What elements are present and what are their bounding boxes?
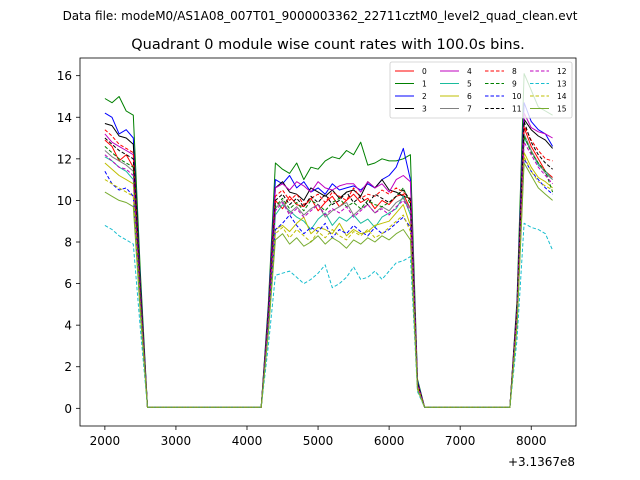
chart-title: Quadrant 0 module wise count rates with … [131,37,525,53]
legend-box [389,61,573,119]
y-tick-label: 4 [64,319,72,333]
x-tick-label: 5000 [303,434,334,448]
legend-label-8: 8 [512,67,517,76]
legend-label-4: 4 [467,67,472,76]
y-tick-label: 14 [57,111,72,125]
x-tick-label: 6000 [374,434,405,448]
x-tick-label: 7000 [445,434,476,448]
legend-label-5: 5 [467,80,472,89]
series-line-15 [104,162,553,408]
legend-label-11: 11 [512,105,522,114]
legend-label-10: 10 [512,92,522,101]
legend-label-7: 7 [467,105,472,114]
legend-label-0: 0 [422,67,427,76]
legend-label-9: 9 [512,80,517,89]
legend-label-1: 1 [422,80,427,89]
x-offset-label: +3.1367e8 [508,455,575,469]
y-axis: 0 2 4 6 8 10 12 14 16 [57,69,80,416]
series-line-13 [104,222,554,408]
y-tick-label: 2 [64,360,72,374]
legend-label-3: 3 [422,105,427,114]
legend-label-12: 12 [557,67,567,76]
y-tick-label: 0 [64,402,72,416]
x-tick-label: 3000 [161,434,192,448]
y-tick-label: 10 [57,194,72,208]
legend-label-2: 2 [422,92,427,101]
series-lines [104,73,554,408]
x-axis: 2000 3000 4000 5000 6000 7000 8000 [90,426,547,448]
y-tick-label: 6 [64,277,72,291]
x-tick-label: 8000 [516,434,547,448]
x-tick-label: 2000 [90,434,121,448]
x-tick-label: 4000 [232,434,263,448]
y-tick-label: 8 [64,236,72,250]
legend-label-13: 13 [557,80,567,89]
legend-label-14: 14 [557,92,567,101]
legend-label-6: 6 [467,92,472,101]
y-tick-label: 16 [57,69,72,83]
suptitle: Data file: modeM0/AS1A08_007T01_90000033… [63,9,578,23]
y-tick-label: 12 [57,152,72,166]
legend-label-15: 15 [557,105,567,114]
